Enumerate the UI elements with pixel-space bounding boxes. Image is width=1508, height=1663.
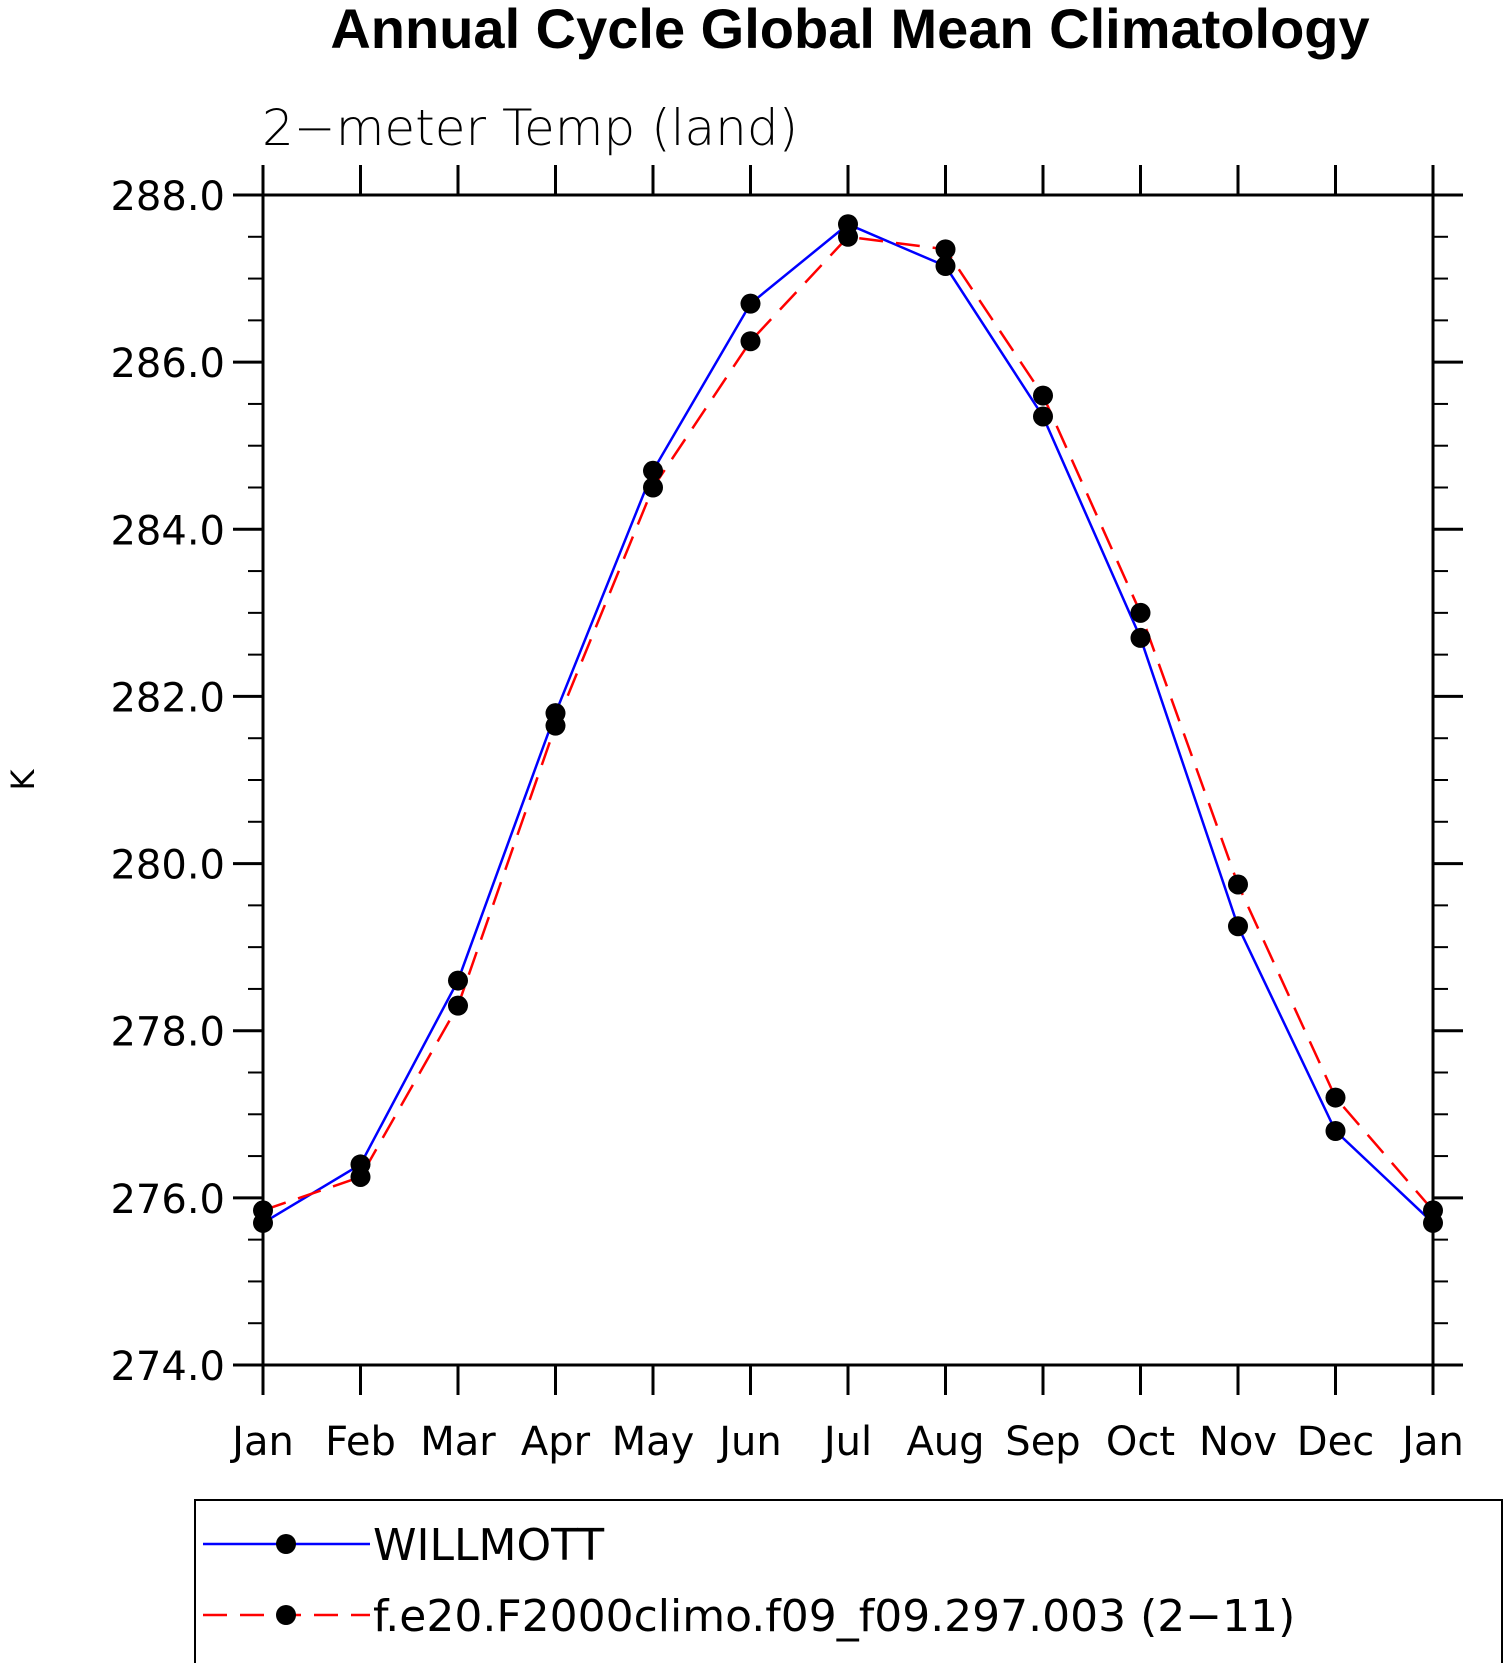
data-point-s1-11 [1325, 1087, 1346, 1108]
y-tick-label: 278.0 [110, 1010, 225, 1056]
y-axis-label: K [4, 768, 42, 790]
x-tick-label: Nov [1199, 1419, 1277, 1465]
y-tick-label: 282.0 [110, 675, 225, 721]
data-point-s1-4 [643, 477, 663, 498]
y-tick-labels: 274.0 276.0 278.0 280.0 282.0 284.0 286.0 288.0 [110, 174, 225, 1390]
x-tick-labels: Jan Feb Mar Apr May Jun Jul Aug Sep Oct Nov Dec Jan [229, 1419, 1464, 1465]
x-tick-label: Apr [521, 1419, 591, 1465]
data-point-s1-2 [448, 995, 468, 1016]
series-line-1 [262, 235, 1434, 1212]
chart-title: Annual Cycle Global Mean Climatology [330, 0, 1369, 60]
plot-frame [261, 193, 1435, 1367]
data-point-s0-10 [1228, 916, 1248, 937]
data-point-s1-3 [545, 715, 566, 736]
series-line-0 [262, 222, 1434, 1225]
data-point-s0-2 [448, 970, 468, 991]
x-tick-label: Sep [1005, 1419, 1080, 1465]
y-tick-label: 288.0 [110, 174, 225, 220]
data-point-s1-12 [1423, 1200, 1443, 1221]
x-tick-label: Aug [906, 1419, 984, 1465]
y-tick-label: 280.0 [110, 843, 225, 889]
x-tick-label: Dec [1297, 1419, 1374, 1465]
x-tick-label: Jan [229, 1419, 294, 1465]
legend-marker-willmott [276, 1534, 296, 1554]
data-point-s0-9 [1130, 627, 1151, 648]
y-tick-label: 274.0 [110, 1344, 225, 1390]
y-tick-label: 284.0 [110, 508, 225, 554]
data-point-s1-1 [350, 1166, 371, 1187]
legend-label-willmott: WILLMOTT [373, 1520, 604, 1571]
legend-box [194, 1499, 1503, 1663]
legend-entry-willmott: WILLMOTT [203, 1520, 604, 1571]
x-tick-label: May [612, 1419, 695, 1465]
legend-marker-model [276, 1605, 296, 1625]
data-point-s1-7 [935, 239, 956, 260]
data-point-s1-9 [1130, 602, 1151, 623]
data-point-s1-0 [253, 1200, 273, 1221]
data-point-s1-8 [1033, 385, 1053, 406]
x-tick-label: Mar [420, 1419, 496, 1465]
chart-subtitle: 2−meter Temp (land) [262, 99, 798, 157]
data-point-s0-4 [643, 460, 663, 481]
x-tick-label: Oct [1106, 1419, 1175, 1465]
x-tick-label: Jul [821, 1419, 872, 1465]
x-tick-label: Feb [325, 1419, 396, 1465]
data-point-s0-11 [1325, 1121, 1346, 1141]
y-tick-label: 286.0 [110, 341, 225, 387]
y-tick-label: 276.0 [110, 1177, 225, 1223]
series-layer [253, 214, 1443, 1233]
legend-label-model: f.e20.F2000climo.f09_f09.297.003 (2−11) [373, 1591, 1295, 1642]
x-tick-label: Jan [1399, 1419, 1464, 1465]
data-point-s1-10 [1228, 874, 1248, 895]
x-tick-label: Jun [716, 1419, 782, 1465]
data-point-s1-5 [740, 331, 761, 352]
legend-entry-model: f.e20.F2000climo.f09_f09.297.003 (2−11) [203, 1591, 1295, 1642]
data-point-s0-8 [1033, 406, 1053, 427]
data-point-s0-7 [935, 256, 956, 277]
data-point-s0-5 [740, 293, 761, 314]
axis-ticks [233, 165, 1463, 1395]
data-point-s1-6 [838, 226, 858, 247]
